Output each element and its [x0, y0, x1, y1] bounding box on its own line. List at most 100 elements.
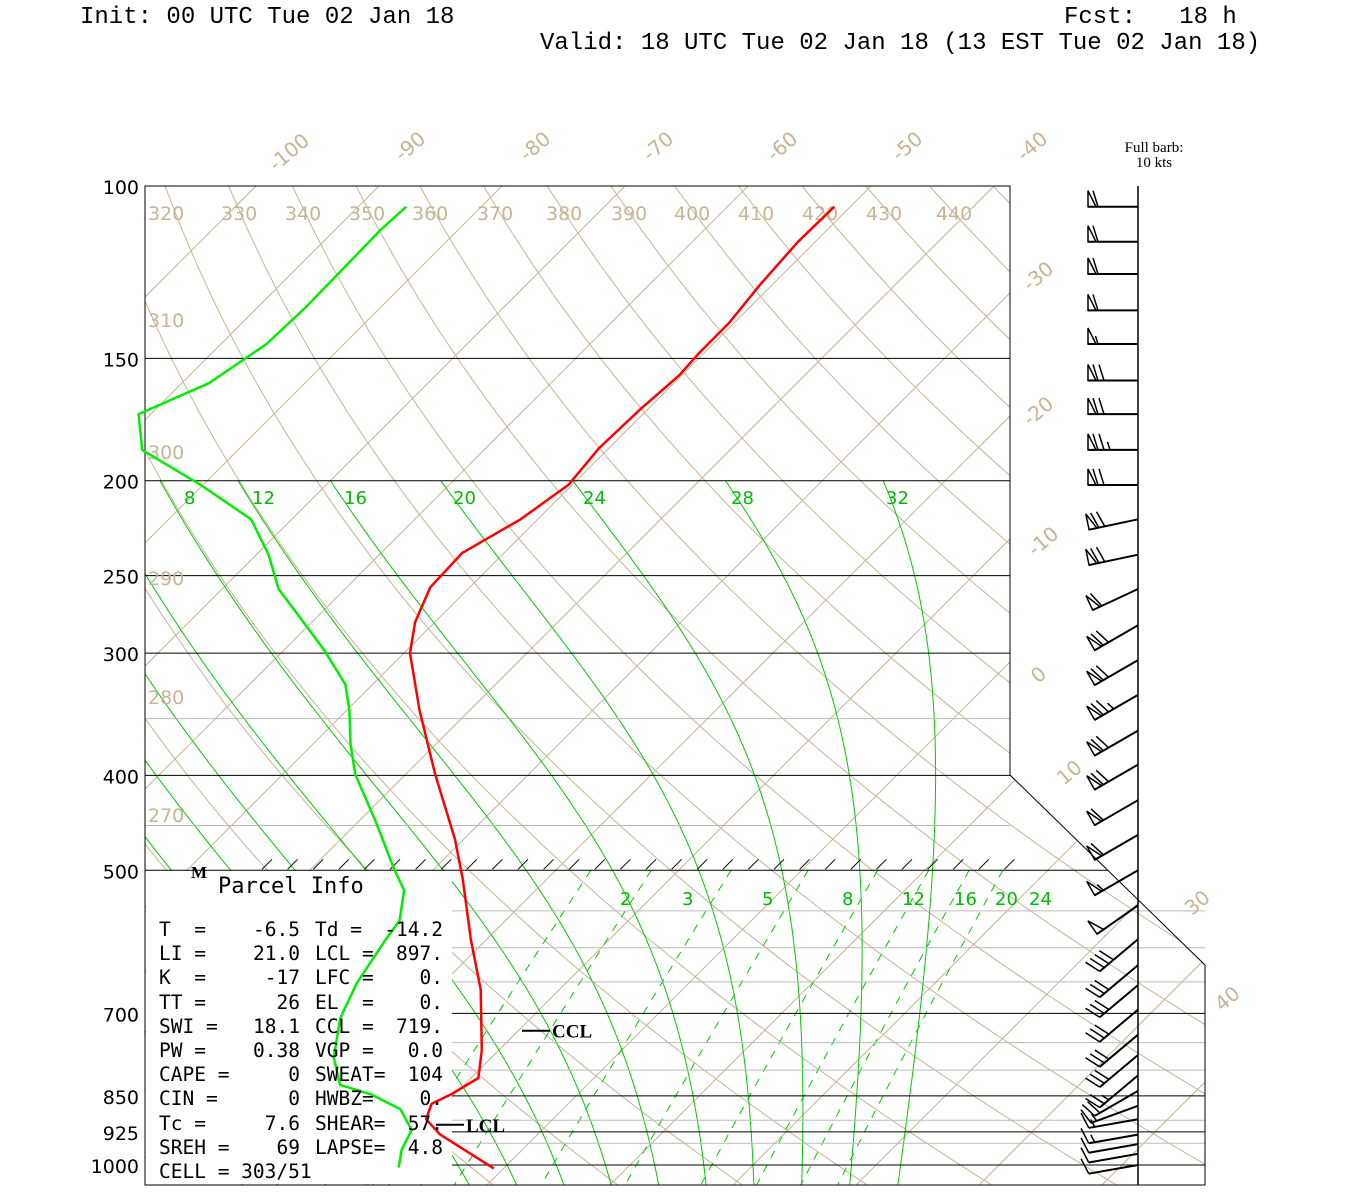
forecast-hour: Fcst: 18 h: [1064, 4, 1237, 31]
barb-shaft: [1088, 1152, 1139, 1164]
barb-pennant: [1085, 513, 1099, 531]
barb-shaft: [1090, 1104, 1139, 1124]
barb-full: [1095, 630, 1110, 643]
parcel-label: CELL = 303/51: [159, 1160, 312, 1183]
pressure-tick-label: 100: [103, 177, 139, 199]
isotherm-label: -90: [390, 126, 430, 165]
moist-adiabat-line: [329, 480, 707, 1185]
parcel-value: 0.: [419, 1087, 443, 1111]
barb-full: [1080, 1147, 1090, 1163]
dry-adiabat-line: [610, 186, 1205, 1185]
hatch-mark: [389, 858, 401, 870]
moist-adiabat-label: 24: [583, 488, 606, 509]
dry-adiabat-label: 390: [611, 203, 647, 225]
wind-barb: [1086, 833, 1139, 861]
barb-full: [1098, 468, 1105, 486]
barb-full: [1089, 1094, 1105, 1105]
barb-full: [1095, 700, 1110, 713]
hatch-mark: [543, 858, 554, 870]
barb-pennant: [1086, 705, 1104, 721]
barb-full: [1089, 1053, 1105, 1064]
wind-barb: [1080, 1158, 1139, 1175]
moist-adiabat-label: 32: [886, 488, 909, 509]
parcel-label: T =: [159, 918, 206, 941]
mixing-ratio-label: 24: [1029, 889, 1052, 910]
hatch-mark: [364, 858, 375, 870]
hatch-mark: [415, 858, 426, 870]
parcel-label: CAPE =: [159, 1063, 230, 1087]
barb-full: [1089, 1003, 1105, 1015]
wind-barb: [1085, 938, 1139, 973]
parcel-info-row: Tc = 7.6 SHEAR= 57.: [159, 1112, 449, 1136]
barb-full: [1090, 703, 1104, 716]
barb-full: [1094, 1024, 1110, 1035]
hatch-mark: [594, 858, 606, 870]
barb-full: [1089, 983, 1105, 995]
barb-pennant: [1086, 810, 1104, 827]
barb-full: [1090, 738, 1104, 752]
barb-full: [1090, 548, 1100, 564]
mixing-ratio-label: 12: [902, 889, 925, 910]
barb-full: [1089, 1028, 1105, 1039]
barb-shaft: [1099, 1074, 1139, 1109]
parcel-info-row: SWI = 18.1 CCL = 719.: [159, 1015, 449, 1039]
parcel-value: -14.2: [384, 918, 443, 941]
hatch-mark: [261, 858, 273, 870]
barb-full: [1080, 1109, 1092, 1124]
hatch-mark: [338, 858, 350, 870]
dry-adiabat-label: 380: [546, 203, 582, 225]
parcel-info-title: Parcel Info: [218, 874, 364, 899]
barb-shaft: [1094, 1090, 1139, 1117]
barb-full: [1085, 1077, 1101, 1088]
mixing-ratio-label: 16: [954, 889, 977, 910]
barb-full: [1085, 987, 1101, 998]
wind-barb: [1087, 190, 1138, 208]
wind-barb: [1085, 1033, 1139, 1068]
moist-adiabat-label: 16: [344, 488, 367, 509]
dry-adiabat-line: [291, 186, 1205, 1185]
wind-barb: [1087, 397, 1138, 416]
dry-adiabat-label: 400: [674, 203, 710, 225]
isotherm-line: [977, 186, 1205, 1185]
wind-barb: [1080, 1128, 1139, 1145]
barb-full: [1098, 364, 1105, 381]
wind-barb: [1085, 1054, 1139, 1088]
barb-full: [1098, 950, 1114, 961]
moist-adiabat-line: [237, 480, 660, 1185]
barb-full: [1090, 842, 1104, 856]
barb-half: [1090, 1113, 1098, 1122]
barb-full: [1092, 225, 1099, 242]
dry-adiabat-label: 440: [936, 203, 972, 225]
hatch-mark: [952, 858, 964, 870]
dry-adiabat-label: 410: [738, 203, 774, 225]
barb-shaft: [1088, 1133, 1139, 1145]
wind-barb: [1080, 1104, 1139, 1124]
parcel-value: 0: [288, 1063, 300, 1087]
wind-barb: [1087, 433, 1138, 451]
wind-barb: [1087, 225, 1138, 243]
hatch-mark: [671, 858, 682, 870]
parcel-value: -17: [264, 966, 300, 990]
barb-full: [1092, 433, 1099, 451]
parcel-value: 4.8: [407, 1135, 443, 1159]
parcel-value: 57.: [407, 1111, 443, 1135]
barb-half: [1101, 1094, 1110, 1101]
dry-adiabat-line: [483, 186, 1205, 1185]
pressure-tick-label: 500: [103, 861, 139, 883]
barb-full: [1094, 979, 1110, 991]
mixing-ratio-line: [387, 870, 592, 1185]
dry-adiabat-line: [0, 186, 120, 1186]
dry-adiabat-label: 430: [866, 203, 902, 225]
barb-pennant: [1087, 190, 1098, 208]
wind-barb: [1086, 869, 1139, 897]
hatch-mark: [440, 858, 452, 870]
dry-adiabat-label: 270: [148, 805, 184, 827]
parcel-value: 104: [407, 1063, 443, 1087]
hatch-mark: [312, 858, 324, 870]
wind-barb: [1085, 588, 1139, 612]
dry-adiabat-line: [419, 186, 1205, 1185]
isotherm-label: -60: [762, 126, 802, 165]
hatch-mark: [492, 858, 503, 870]
hatch-mark: [799, 858, 810, 870]
parcel-value: 719.: [396, 1014, 443, 1038]
